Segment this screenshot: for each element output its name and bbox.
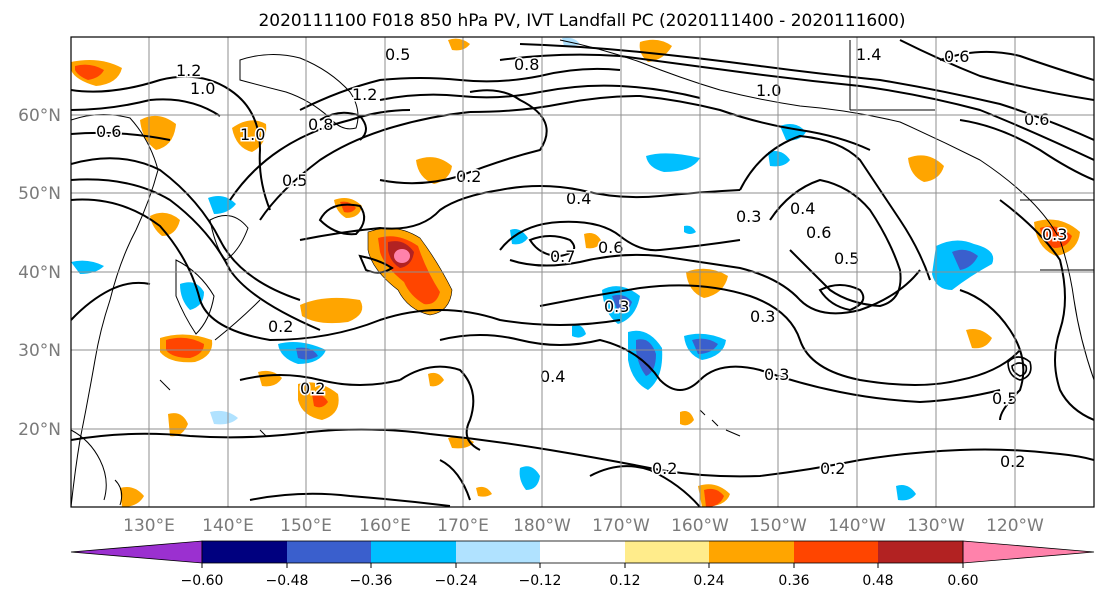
longitude-labels: 130°E 140°E 150°E 160°E 170°E 180°W 170°… xyxy=(123,516,1044,536)
contour-label: 0.2 xyxy=(268,317,293,336)
map-frame xyxy=(70,36,1095,508)
map-title: 2020111100 F018 850 hPa PV, IVT Landfall… xyxy=(258,11,905,31)
contour-label: 0.2 xyxy=(1000,452,1025,471)
contour-label: 0.5 xyxy=(385,45,410,64)
lat-label: 40°N xyxy=(18,263,61,283)
colorbar-tick-label: 0.60 xyxy=(947,573,978,589)
contour-label: 1.0 xyxy=(756,81,781,100)
contour-label: 0.4 xyxy=(790,199,815,218)
contour-label: 0.6 xyxy=(1024,110,1049,129)
colorbar-segment xyxy=(287,541,371,563)
colorbar-tick-label: 0.12 xyxy=(609,573,640,589)
lon-label: 160°E xyxy=(359,516,411,536)
contour-label: 0.4 xyxy=(540,367,565,386)
contour-label: 0.2 xyxy=(456,167,481,186)
contour-label: 0.2 xyxy=(820,459,845,478)
colorbar-tick-label: −0.60 xyxy=(181,573,224,589)
lon-label: 130°W xyxy=(907,516,965,536)
lon-label: 150°E xyxy=(280,516,332,536)
contour-label: 1.2 xyxy=(176,61,201,80)
colorbar-tick-label: −0.36 xyxy=(350,573,393,589)
contour-label: 0.7 xyxy=(550,247,575,266)
contour-label: 0.3 xyxy=(604,297,629,316)
colorbar: −0.60 −0.48 −0.36 −0.24 −0.12 0.12 0.24 … xyxy=(70,540,1095,589)
colorbar-segment xyxy=(794,541,878,563)
contour-label: 0.3 xyxy=(1042,225,1067,244)
contour-label: 0.8 xyxy=(308,115,333,134)
colorbar-segment xyxy=(371,541,456,563)
colorbar-tick-label: 0.24 xyxy=(693,573,724,589)
colorbar-segment xyxy=(202,541,287,563)
colorbar-tick-label: −0.48 xyxy=(266,573,309,589)
lon-label: 140°W xyxy=(828,516,886,536)
positive-anomaly-sakhalin xyxy=(150,212,180,236)
contour-labels: 0.5 1.2 1.0 0.6 1.0 0.8 1.2 0.8 1.0 1.4 … xyxy=(95,44,1069,480)
contour-label: 0.3 xyxy=(764,365,789,384)
ivt-contours xyxy=(71,39,1094,507)
lat-label: 20°N xyxy=(18,420,61,440)
colorbar-ticks xyxy=(201,563,964,568)
colorbar-segment xyxy=(456,541,540,563)
contour-label: 0.5 xyxy=(834,249,859,268)
coastlines xyxy=(71,39,1094,507)
contour-label: 0.5 xyxy=(992,389,1017,408)
lon-label: 160°W xyxy=(671,516,729,536)
contour-label: 1.4 xyxy=(856,45,881,64)
contour-label: 0.8 xyxy=(514,55,539,74)
contour-label: 0.6 xyxy=(96,122,121,141)
colorbar-tick-label: −0.12 xyxy=(519,573,562,589)
contour-label: 0.4 xyxy=(566,189,591,208)
lat-label: 60°N xyxy=(18,106,61,126)
colorbar-segment xyxy=(709,541,794,563)
contour-label: 0.3 xyxy=(750,307,775,326)
colorbar-segment xyxy=(878,541,963,563)
colorbar-tick-label: 0.36 xyxy=(778,573,809,589)
lon-label: 170°E xyxy=(437,516,489,536)
colorbar-segment xyxy=(625,541,709,563)
map-content: 0.5 1.2 1.0 0.6 1.0 0.8 1.2 0.8 1.0 1.4 … xyxy=(71,37,1094,507)
contour-label: 1.0 xyxy=(240,125,265,144)
lon-label: 170°W xyxy=(592,516,650,536)
positive-anomaly-hawaii-north xyxy=(686,268,728,298)
contour-label: 0.6 xyxy=(806,223,831,242)
contour-label: 1.0 xyxy=(190,79,215,98)
lon-label: 150°W xyxy=(749,516,807,536)
latitude-labels: 60°N 50°N 40°N 30°N 20°N xyxy=(18,106,61,440)
colorbar-segment xyxy=(540,541,625,563)
lat-label: 50°N xyxy=(18,184,61,204)
colorbar-max-arrow xyxy=(962,540,1095,564)
colorbar-min-arrow xyxy=(70,540,203,564)
contour-label: 0.6 xyxy=(944,47,969,66)
contour-label: 0.5 xyxy=(282,171,307,190)
positive-anomaly-gulf-alaska xyxy=(908,155,944,182)
lon-label: 120°W xyxy=(986,516,1044,536)
positive-anomaly-bering xyxy=(416,157,452,184)
positive-anomaly-mid xyxy=(300,297,363,324)
colorbar-tick-label: −0.24 xyxy=(435,573,478,589)
contour-label: 0.2 xyxy=(652,459,677,478)
lat-label: 30°N xyxy=(18,341,61,361)
negative-anomaly-bering-sea xyxy=(646,153,700,172)
gridlines xyxy=(71,37,1094,507)
pv-shading xyxy=(71,37,1080,507)
lon-label: 140°E xyxy=(202,516,254,536)
contour-label: 0.6 xyxy=(598,238,623,257)
positive-anomaly-arctic xyxy=(639,39,672,62)
colorbar-tick-label: 0.48 xyxy=(862,573,893,589)
contour-label: 1.2 xyxy=(352,85,377,104)
contour-label: 0.2 xyxy=(300,379,325,398)
lon-label: 130°E xyxy=(123,516,175,536)
lon-label: 180°W xyxy=(513,516,571,536)
contour-label: 0.3 xyxy=(736,207,761,226)
